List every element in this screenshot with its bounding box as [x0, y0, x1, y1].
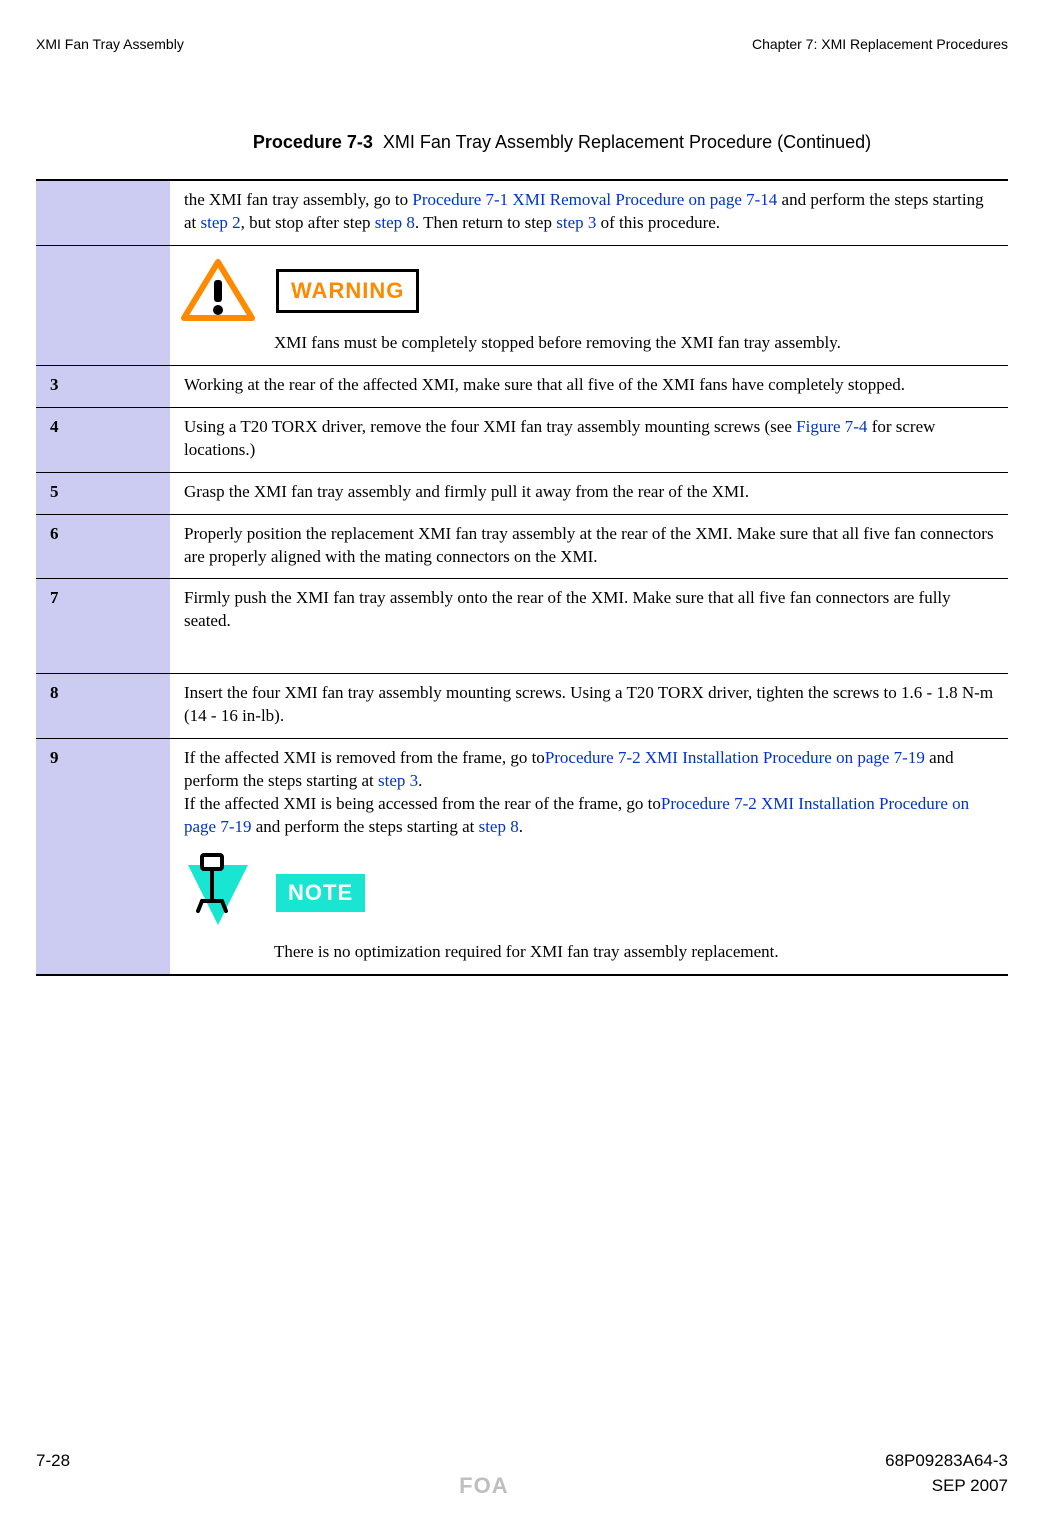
step-number [36, 245, 170, 365]
step-number: 4 [36, 407, 170, 472]
table-row: 4 Using a T20 TORX driver, remove the fo… [36, 407, 1008, 472]
header-right: Chapter 7: XMI Replacement Procedures [752, 36, 1008, 52]
xref-link[interactable]: step 8 [375, 213, 415, 232]
table-row: 9 If the affected XMI is removed from th… [36, 739, 1008, 975]
table-row: 3 Working at the rear of the affected XM… [36, 365, 1008, 407]
step-text: Grasp the XMI fan tray assembly and firm… [170, 472, 1008, 514]
text-fragment: , but stop after step [241, 213, 375, 232]
text-fragment: Using a T20 TORX driver, remove the four… [184, 417, 796, 436]
table-row: the XMI fan tray assembly, go to Procedu… [36, 180, 1008, 245]
step-text: WARNING XMI fans must be completely stop… [170, 245, 1008, 365]
table-row: WARNING XMI fans must be completely stop… [36, 245, 1008, 365]
step-number: 5 [36, 472, 170, 514]
page-number: 7-28 [36, 1451, 70, 1471]
xref-link[interactable]: Procedure 7-1 XMI Removal Procedure on p… [412, 190, 777, 209]
xref-link[interactable]: Figure 7-4 [796, 417, 867, 436]
text-fragment: If the affected XMI is being accessed fr… [184, 794, 661, 813]
text-fragment: of this procedure. [596, 213, 720, 232]
doc-date: SEP 2007 [932, 1476, 1008, 1496]
table-row: 6 Properly position the replacement XMI … [36, 514, 1008, 579]
xref-link[interactable]: step 3 [556, 213, 596, 232]
text-fragment: . [519, 817, 523, 836]
doc-number: 68P09283A64-3 [885, 1451, 1008, 1471]
warning-label: WARNING [276, 269, 419, 313]
xref-link[interactable]: Procedure 7-2 XMI Installation Procedure… [545, 748, 925, 767]
step-text: Insert the four XMI fan tray assembly mo… [170, 674, 1008, 739]
xref-link[interactable]: step 3 [378, 771, 418, 790]
step-text: Using a T20 TORX driver, remove the four… [170, 407, 1008, 472]
step-number: 7 [36, 579, 170, 674]
step-text: the XMI fan tray assembly, go to Procedu… [170, 180, 1008, 245]
step-text: Properly position the replacement XMI fa… [170, 514, 1008, 579]
step-text: Firmly push the XMI fan tray assembly on… [170, 579, 1008, 674]
note-text: There is no optimization required for XM… [274, 942, 779, 961]
text-fragment: If the affected XMI is removed from the … [184, 748, 545, 767]
table-row: 5 Grasp the XMI fan tray assembly and fi… [36, 472, 1008, 514]
xref-link[interactable]: step 8 [479, 817, 519, 836]
table-row: 8 Insert the four XMI fan tray assembly … [36, 674, 1008, 739]
procedure-number: Procedure 7-3 [253, 132, 373, 152]
step-number: 6 [36, 514, 170, 579]
doc-status: FOA [459, 1473, 508, 1499]
page-footer: 7-28 68P09283A64-3 FOA SEP 2007 [36, 1451, 1008, 1499]
step-number [36, 180, 170, 245]
header-left: XMI Fan Tray Assembly [36, 36, 184, 52]
step-number: 8 [36, 674, 170, 739]
procedure-caption: XMI Fan Tray Assembly Replacement Proced… [383, 132, 871, 152]
step-text: Working at the rear of the affected XMI,… [170, 365, 1008, 407]
table-row: 7 Firmly push the XMI fan tray assembly … [36, 579, 1008, 674]
text-fragment: and perform the steps starting at [252, 817, 479, 836]
text-fragment: the XMI fan tray assembly, go to [184, 190, 412, 209]
procedure-title: Procedure 7-3 XMI Fan Tray Assembly Repl… [116, 132, 1008, 153]
text-fragment: . Then return to step [415, 213, 556, 232]
step-number: 9 [36, 739, 170, 975]
note-icon [180, 853, 256, 933]
note-label: NOTE [276, 874, 365, 912]
procedure-table: the XMI fan tray assembly, go to Procedu… [36, 179, 1008, 976]
warning-icon [180, 258, 256, 324]
step-text: If the affected XMI is removed from the … [170, 739, 1008, 975]
xref-link[interactable]: step 2 [201, 213, 241, 232]
warning-text: XMI fans must be completely stopped befo… [274, 333, 841, 352]
text-fragment: . [418, 771, 422, 790]
step-number: 3 [36, 365, 170, 407]
